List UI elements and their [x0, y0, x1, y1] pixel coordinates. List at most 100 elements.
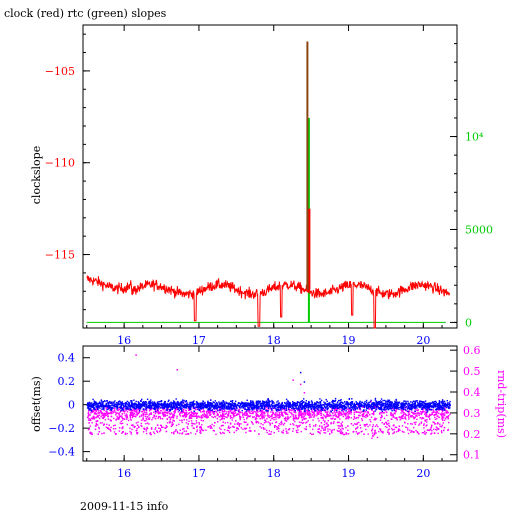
roundtrip-point — [421, 418, 423, 420]
offset-point — [386, 402, 389, 404]
offset-point — [100, 400, 103, 402]
roundtrip-point — [390, 414, 393, 417]
roundtrip-point — [132, 425, 134, 427]
roundtrip-point — [148, 414, 150, 416]
roundtrip-point — [373, 433, 375, 436]
roundtrip-point — [275, 414, 277, 416]
roundtrip-point — [94, 428, 97, 431]
roundtrip-point — [248, 411, 250, 413]
roundtrip-point — [430, 433, 432, 435]
roundtrip-point — [182, 415, 184, 417]
roundtrip-point — [87, 415, 90, 417]
roundtrip-point — [255, 420, 258, 423]
roundtrip-point — [229, 415, 232, 417]
roundtrip-point — [342, 415, 345, 418]
roundtrip-point — [317, 428, 319, 431]
roundtrip-point — [280, 421, 282, 424]
offset-point — [325, 407, 327, 410]
roundtrip-point — [318, 431, 320, 433]
offset-point — [422, 405, 424, 407]
chart-title: clock (red) rtc (green) slopes — [4, 7, 167, 20]
roundtrip-point — [287, 417, 289, 419]
roundtrip-point — [285, 413, 287, 415]
roundtrip-point — [181, 433, 183, 435]
roundtrip-point — [140, 422, 143, 425]
roundtrip-point — [420, 412, 422, 415]
roundtrip-point — [170, 416, 173, 418]
offset-point — [315, 406, 317, 408]
offset-point — [323, 401, 325, 403]
roundtrip-point — [242, 416, 245, 418]
roundtrip-point — [183, 408, 185, 411]
roundtrip-point — [303, 413, 305, 415]
roundtrip-point — [346, 416, 348, 418]
roundtrip-point — [202, 420, 204, 422]
roundtrip-point — [427, 408, 429, 410]
offset-point — [169, 402, 171, 404]
roundtrip-point — [208, 410, 210, 412]
roundtrip-point — [146, 418, 148, 421]
roundtrip-point — [345, 432, 347, 434]
roundtrip-point — [395, 408, 398, 411]
roundtrip-point — [244, 412, 246, 414]
roundtrip-point — [220, 432, 222, 435]
roundtrip-point — [355, 410, 357, 413]
roundtrip-point — [434, 411, 436, 413]
offset-point — [311, 401, 313, 403]
roundtrip-point — [329, 433, 331, 435]
roundtrip-point — [88, 419, 90, 421]
roundtrip-point — [191, 415, 193, 417]
offset-point — [168, 399, 170, 401]
roundtrip-point — [233, 410, 236, 413]
roundtrip-point — [337, 413, 339, 415]
roundtrip-point — [341, 408, 343, 411]
roundtrip-point — [414, 423, 417, 425]
offset-point — [95, 401, 97, 403]
roundtrip-point — [202, 411, 204, 413]
offset-point — [170, 401, 172, 403]
roundtrip-point — [116, 409, 119, 411]
roundtrip-point — [221, 418, 223, 420]
offset-point — [432, 404, 434, 406]
roundtrip-point — [249, 412, 251, 414]
roundtrip-point — [193, 412, 195, 414]
offset-point — [289, 402, 291, 404]
offset-point — [320, 407, 322, 409]
roundtrip-point — [430, 414, 432, 416]
offset-point — [351, 401, 354, 403]
roundtrip-point — [205, 416, 207, 418]
roundtrip-point — [422, 417, 425, 419]
bottom-right-tick-label: 0.2 — [463, 428, 481, 441]
offset-point — [234, 406, 236, 408]
bottom-x-tick-label: 18 — [267, 467, 281, 480]
roundtrip-point — [348, 412, 350, 415]
roundtrip-point — [309, 432, 312, 434]
roundtrip-point — [363, 415, 365, 418]
roundtrip-point — [256, 410, 258, 412]
offset-point — [292, 401, 294, 403]
roundtrip-point — [363, 412, 365, 415]
offset-point — [218, 405, 220, 407]
bottom-right-axis-label: rnd-trip(ms) — [495, 370, 508, 438]
roundtrip-point — [276, 413, 278, 415]
offset-point — [278, 402, 280, 404]
offset-point — [115, 402, 118, 404]
roundtrip-point — [380, 429, 382, 431]
roundtrip-point — [260, 410, 263, 412]
roundtrip-point — [287, 418, 289, 420]
offset-point — [275, 410, 278, 412]
roundtrip-point — [95, 420, 97, 422]
roundtrip-point — [434, 416, 436, 418]
roundtrip-point — [306, 421, 308, 423]
offset-point — [387, 399, 389, 401]
offset-point — [185, 400, 187, 402]
roundtrip-point — [239, 417, 241, 420]
roundtrip-point — [318, 411, 320, 413]
roundtrip-point — [156, 411, 159, 413]
roundtrip-point — [159, 412, 161, 414]
roundtrip-point — [214, 416, 217, 418]
offset-point — [263, 407, 266, 409]
roundtrip-point — [289, 416, 292, 418]
roundtrip-point — [171, 424, 174, 426]
roundtrip-point — [223, 415, 226, 418]
